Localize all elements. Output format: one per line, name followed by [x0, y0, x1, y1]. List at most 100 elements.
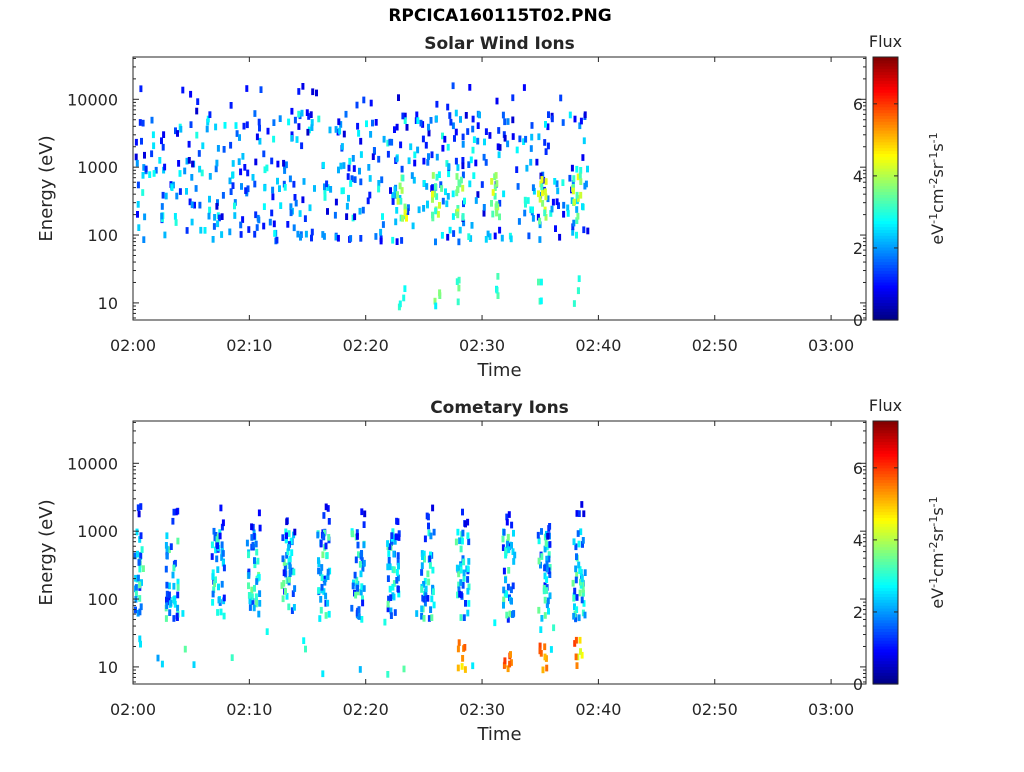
flux-cell: [457, 581, 461, 589]
flux-cell: [326, 184, 330, 191]
colorbar-band: [873, 121, 898, 125]
flux-cell: [136, 504, 140, 512]
flux-cell: [165, 545, 169, 553]
flux-cell: [467, 558, 471, 565]
colorbar-band: [873, 308, 898, 312]
flux-cell: [555, 198, 559, 206]
flux-cell: [583, 611, 587, 619]
flux-cell: [509, 659, 513, 666]
flux-cell: [544, 148, 548, 155]
flux-cell: [422, 581, 426, 588]
flux-cell: [357, 606, 361, 613]
flux-cell: [421, 121, 425, 128]
colorbar-band: [873, 514, 898, 519]
flux-cell: [454, 157, 458, 165]
flux-cell: [586, 227, 590, 235]
flux-cell: [228, 228, 232, 236]
flux-cell: [423, 577, 427, 585]
flux-cell: [207, 212, 211, 220]
colorbar-band: [873, 435, 898, 440]
colorbar-band: [873, 68, 898, 73]
flux-cell: [319, 569, 323, 577]
flux-cell: [467, 161, 471, 168]
flux-cell: [321, 551, 325, 559]
flux-cell: [358, 666, 362, 673]
flux-cell: [293, 194, 297, 201]
flux-cell: [359, 178, 363, 186]
flux-cell: [512, 529, 515, 537]
flux-cell: [434, 115, 438, 123]
flux-cell: [391, 583, 395, 591]
flux-cell: [578, 122, 582, 130]
flux-cell: [582, 510, 586, 518]
flux-cell: [581, 537, 585, 544]
flux-cell: [259, 86, 263, 93]
colorbar-band: [873, 517, 898, 521]
flux-cell: [251, 523, 255, 531]
flux-cell: [144, 165, 148, 173]
flux-cell: [576, 530, 580, 537]
flux-cell: [311, 88, 315, 96]
flux-cell: [572, 538, 576, 546]
colorbar-band: [873, 523, 898, 527]
flux-cell: [398, 182, 402, 190]
flux-cell: [538, 236, 542, 243]
flux-cell: [321, 161, 325, 169]
flux-cell: [357, 130, 361, 137]
colorbar-band: [873, 132, 898, 137]
colorbar-band: [873, 432, 898, 437]
flux-cell: [349, 235, 353, 242]
flux-cell: [221, 550, 225, 557]
flux-cell: [446, 103, 450, 111]
colorbar-band: [873, 305, 898, 309]
colorbar-band: [873, 461, 898, 466]
flux-cell: [461, 162, 465, 170]
flux-cell: [294, 199, 298, 207]
flux-cell: [353, 571, 357, 579]
flux-cell: [515, 166, 519, 173]
flux-cell: [326, 573, 330, 580]
flux-cell: [135, 159, 139, 167]
flux-cell: [171, 517, 175, 525]
flux-cell: [422, 615, 426, 622]
flux-cell: [141, 565, 145, 572]
flux-cell: [222, 594, 226, 602]
flux-cell: [426, 595, 430, 602]
colorbar-band: [873, 578, 898, 583]
flux-cell: [553, 178, 557, 185]
flux-cell: [579, 191, 583, 199]
flux-cell: [256, 557, 260, 565]
flux-cell: [395, 123, 399, 131]
colorbar-tick-label: 6: [853, 95, 863, 114]
flux-cell: [388, 543, 392, 550]
flux-cell: [254, 211, 258, 219]
flux-cell: [371, 119, 374, 127]
flux-cell: [524, 135, 528, 143]
flux-cell: [205, 125, 209, 133]
flux-cell: [306, 128, 310, 136]
colorbar-band: [873, 491, 898, 495]
flux-cell: [320, 583, 324, 591]
flux-cell: [543, 643, 547, 651]
flux-cell: [545, 587, 548, 594]
flux-cell: [539, 561, 542, 569]
flux-cell: [572, 612, 576, 620]
flux-cell: [324, 542, 328, 550]
flux-cell: [426, 159, 430, 166]
flux-cell: [251, 174, 255, 181]
flux-cell: [466, 532, 470, 540]
flux-cell: [377, 185, 381, 193]
flux-cell: [543, 564, 547, 572]
flux-cell: [257, 118, 261, 126]
colorbar-band: [873, 273, 898, 277]
flux-cell: [469, 235, 473, 242]
colorbar-band: [873, 282, 898, 286]
flux-cell: [538, 642, 542, 650]
flux-cell: [387, 557, 391, 564]
flux-cell: [258, 524, 262, 532]
flux-cell: [444, 188, 447, 196]
colorbar-band: [873, 602, 898, 606]
flux-cell: [324, 612, 328, 619]
flux-cell: [537, 278, 540, 286]
flux-cell: [434, 238, 437, 246]
